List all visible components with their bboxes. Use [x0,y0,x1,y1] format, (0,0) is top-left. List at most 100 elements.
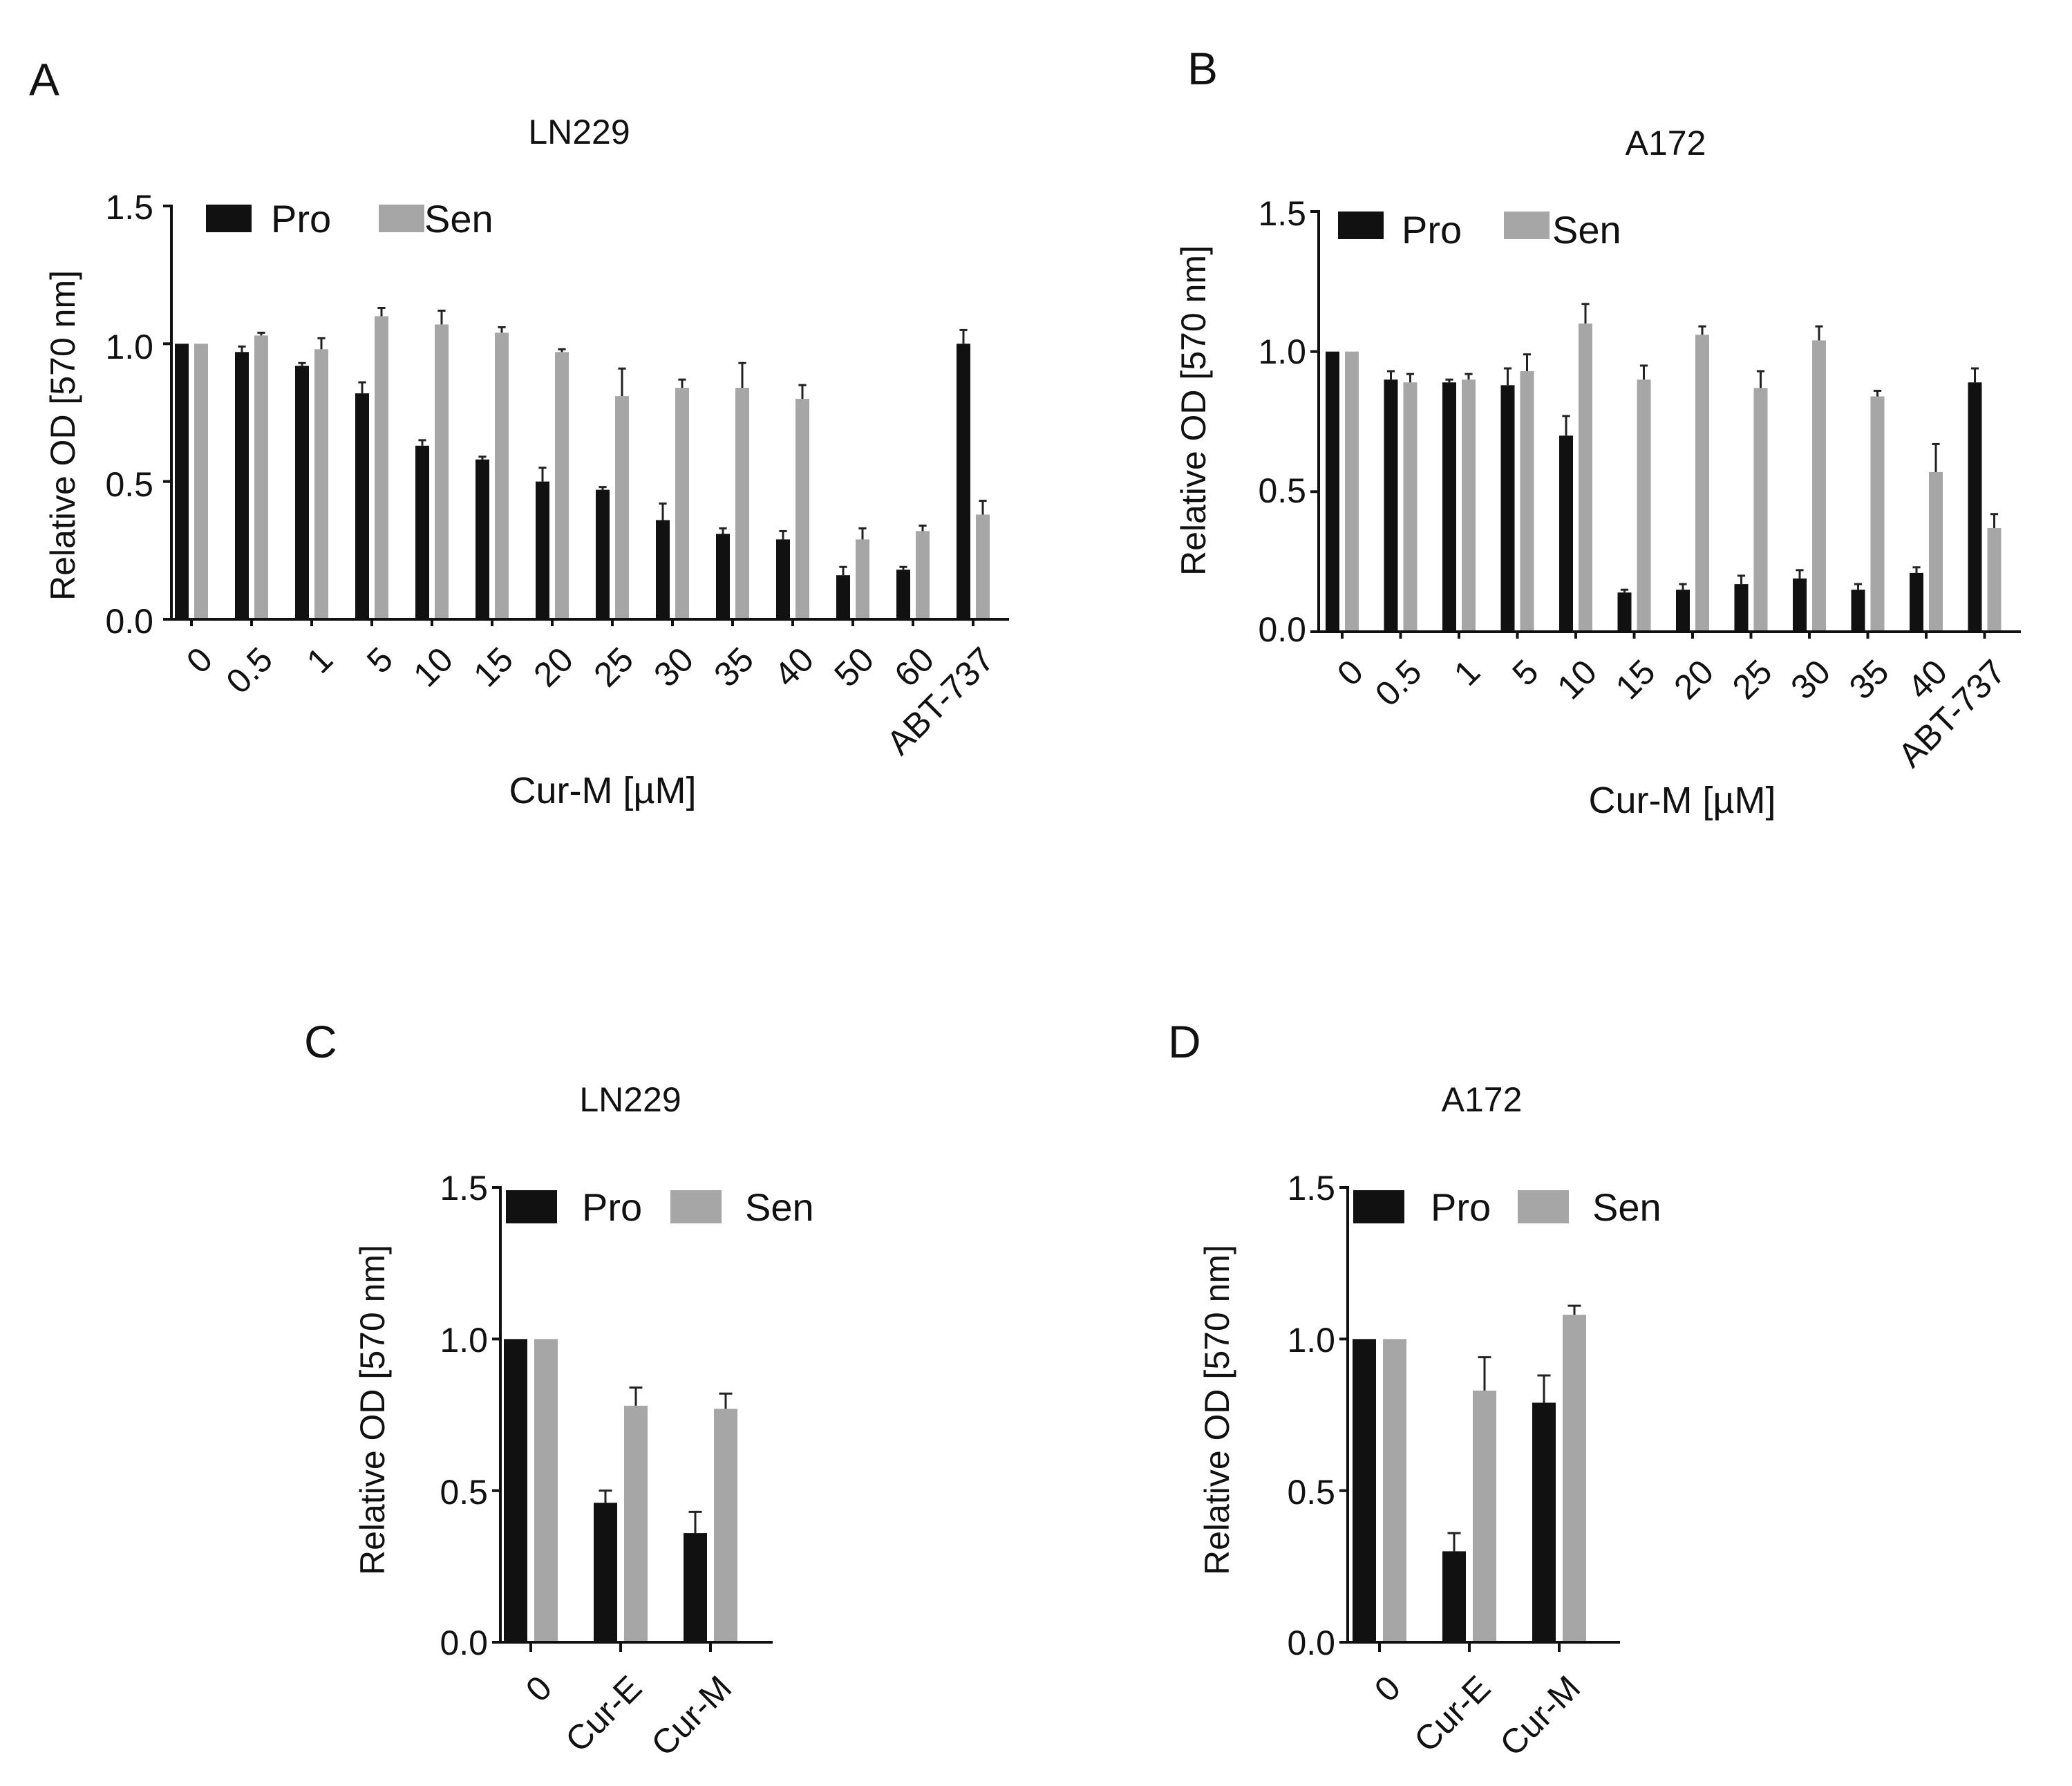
bar-sen [795,399,809,619]
legend-label-pro: Pro [1402,208,1462,252]
bar-sen [615,396,629,619]
y-axis-label: Relative OD [570 nm] [1174,245,1213,576]
bar-sen [856,539,869,619]
bar-pro [1442,1551,1466,1642]
bar-sen [1520,371,1534,632]
x-axis-label: Cur-M [µM] [1588,780,1776,821]
legend: Pro Sen [206,197,493,241]
y-tick-label: 0.0 [105,602,153,641]
x-axis-label: Cur-M [µM] [509,770,696,811]
bar-sen [254,335,268,619]
legend-label-pro: Pro [1431,1185,1491,1229]
bar-sen [1473,1390,1496,1642]
bar-pro [504,1339,527,1642]
y-tick-label: 1.0 [1287,1321,1335,1360]
panel-letter: D [1168,1016,1201,1067]
x-tick-label: 0 [179,640,220,681]
legend-swatch-pro [1353,1190,1404,1223]
bar-pro [235,352,249,619]
bar-pro [1851,590,1865,632]
bar-sen [1579,323,1592,632]
x-tick-label: 0 [1367,1668,1408,1709]
chart-title: A172 [1442,1080,1523,1119]
legend-swatch-sen [1518,1190,1569,1223]
bar-pro [1532,1402,1556,1642]
x-tick-label: 15 [1608,652,1663,707]
bar-pro [656,520,670,619]
bars [1353,1304,1586,1642]
bar-pro [1326,351,1339,632]
legend-label-sen: Sen [1592,1185,1661,1229]
chart-title: LN229 [579,1080,681,1119]
bar-pro [355,393,369,619]
x-tick-label: 1 [299,640,340,681]
bar-sen [534,1339,558,1642]
bar-pro [776,539,790,619]
bar-sen [375,316,388,619]
legend-label-sen: Sen [1552,208,1621,252]
panel-c: C LN229 Pro Sen 0.0 0.5 1.0 1.5 Relative… [304,1016,814,1763]
legend-swatch-pro [206,205,252,232]
x-tick-label: 30 [1783,652,1838,707]
bars [1326,303,2002,632]
x-tick-label: 20 [526,640,581,695]
bar-pro [896,570,910,619]
x-tick-label: 5 [1505,652,1545,693]
axes [1310,210,2021,633]
axes [163,205,1009,621]
panel-letter: A [29,54,59,105]
legend: Pro Sen [506,1185,814,1229]
legend-label-pro: Pro [271,197,331,241]
x-tick-label: 35 [706,640,761,695]
x-tick-label: 20 [1666,652,1721,707]
bar-pro [836,575,850,619]
bar-pro [1793,578,1807,632]
bar-sen [495,332,509,619]
bar-sen [675,388,689,619]
bar-pro [475,459,489,619]
y-tick-label: 1.5 [440,1169,488,1207]
bar-sen [1383,1339,1406,1642]
bar-pro [716,534,730,619]
x-tick-label: 5 [359,640,400,681]
bar-pro [1910,572,1923,632]
x-tick-label: Cur-M [1492,1668,1588,1764]
legend-label-pro: Pro [582,1185,642,1229]
axes [1339,1186,1620,1644]
bar-pro [1676,590,1690,632]
legend: Pro Sen [1338,208,1621,252]
x-tick-label: 30 [646,640,701,695]
bar-sen [735,388,749,619]
y-tick-label: 0.5 [440,1473,488,1512]
legend-label-sen: Sen [745,1185,814,1229]
x-tick-label: 0 [1330,652,1371,693]
bar-pro [594,1503,617,1642]
bar-pro [1353,1339,1376,1642]
x-tick-label: 50 [827,640,881,695]
y-axis-ticks: 0.0 0.5 1.0 1.5 [1258,194,1306,649]
panel-letter: B [1187,43,1218,94]
legend-swatch-sen [670,1190,722,1223]
bar-pro [1734,584,1749,632]
y-tick-label: 0.5 [1258,471,1306,510]
x-tick-label: 10 [406,640,460,695]
bar-pro [536,481,549,619]
x-tick-label: 1 [1447,652,1487,693]
y-axis-ticks: 0.0 0.5 1.0 1.5 [105,188,153,641]
bar-pro [175,344,189,619]
bar-sen [1987,528,2002,632]
panel-a: A LN229 Pro Sen 0.0 0.5 1.0 1.5 Relative… [29,54,1009,811]
legend: Pro Sen [1353,1185,1661,1229]
x-tick-label: 25 [1725,652,1780,707]
y-tick-label: 1.5 [1258,194,1306,233]
y-tick-label: 1.0 [440,1321,488,1360]
y-axis-label: Relative OD [570 nm] [44,270,82,601]
bar-sen [1637,379,1651,632]
bars [175,307,990,619]
bar-sen [624,1405,648,1642]
bar-pro [1617,592,1632,632]
panel-letter: C [304,1016,337,1067]
bar-sen [314,349,328,619]
